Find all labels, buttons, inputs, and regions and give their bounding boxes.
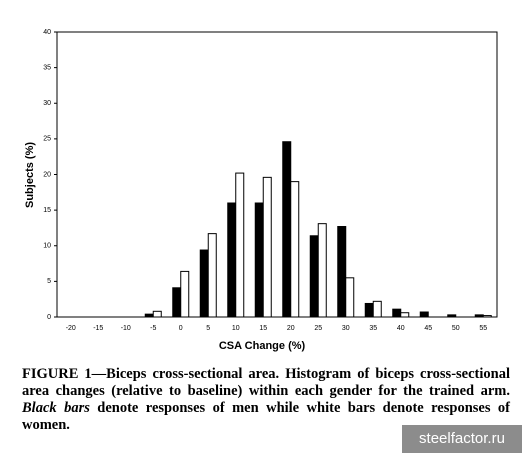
bar	[400, 312, 410, 318]
y-tick-label: 15	[43, 207, 51, 214]
x-tick-label: -20	[66, 325, 76, 332]
bar	[447, 314, 457, 318]
bar	[290, 181, 300, 318]
bar	[372, 300, 382, 318]
bar	[227, 202, 237, 318]
caption-italic: Black bars	[22, 400, 90, 416]
x-tick-label: 25	[314, 325, 322, 332]
bar	[317, 223, 327, 318]
y-tick-label: 25	[43, 136, 51, 143]
bar	[262, 176, 272, 318]
bar	[364, 302, 374, 318]
y-tick-label: 30	[43, 100, 51, 107]
bar	[474, 314, 484, 318]
x-tick-label: 40	[397, 325, 405, 332]
x-tick-label: -5	[150, 325, 156, 332]
y-tick-label: 5	[47, 278, 51, 285]
y-axis-title: Subjects (%)	[24, 142, 36, 208]
bar	[345, 277, 355, 318]
bar	[392, 308, 402, 318]
caption-text: denote responses of men while white bars…	[22, 400, 510, 433]
y-tick-label: 10	[43, 243, 51, 250]
bar	[199, 249, 209, 318]
caption-text: FIGURE 1—Biceps cross-sectional area. Hi…	[22, 366, 510, 399]
x-tick-label: 35	[369, 325, 377, 332]
y-tick-label: 0	[47, 314, 51, 321]
bar	[152, 310, 162, 318]
x-tick-label: 20	[287, 325, 295, 332]
bar	[309, 235, 319, 318]
x-axis-title: CSA Change (%)	[219, 340, 306, 352]
x-tick-label: -15	[93, 325, 103, 332]
x-tick-label: 50	[452, 325, 460, 332]
bar	[207, 233, 217, 318]
watermark: steelfactor.ru	[402, 425, 522, 453]
bar	[337, 226, 347, 318]
bar	[144, 313, 154, 318]
x-tick-label: 5	[206, 325, 210, 332]
plot-frame	[56, 31, 498, 318]
bar	[235, 172, 245, 318]
chart: CSA Change (%) Subjects (%) 0 5 10 15 20 25 30…	[24, 29, 498, 352]
bar	[180, 270, 190, 318]
bar	[482, 315, 492, 318]
x-tick-label: 30	[342, 325, 350, 332]
bar	[254, 202, 264, 318]
caption: FIGURE 1—Biceps cross-sectional area. Hi…	[22, 366, 510, 434]
bar	[172, 287, 182, 318]
x-tick-label: 15	[259, 325, 267, 332]
bar	[282, 141, 292, 318]
bar	[419, 311, 429, 318]
y-tick-label: 20	[43, 171, 51, 178]
x-tick-label: -10	[121, 325, 131, 332]
x-tick-label: 10	[232, 325, 240, 332]
x-tick-label: 45	[424, 325, 432, 332]
y-tick-label: 35	[43, 64, 51, 71]
x-tick-label: 55	[479, 325, 487, 332]
y-tick-label: 40	[43, 29, 51, 36]
x-tick-label: 0	[179, 325, 183, 332]
